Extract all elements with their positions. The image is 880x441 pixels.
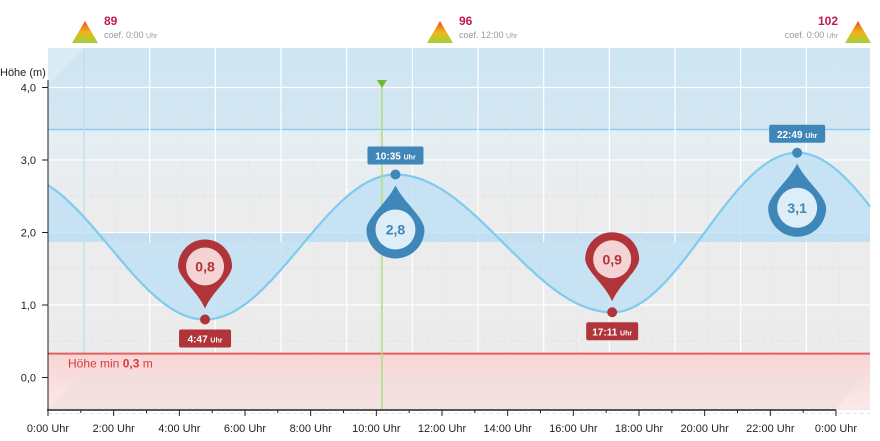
low-tide-drop-inner [593, 240, 632, 279]
coefficient-1: 89 coef. 0:00 Uhr [72, 14, 158, 43]
coefficient-3: 102 coef. 0:00 Uhr [785, 14, 871, 43]
coefficient-2: 96 coef. 12:00 Uhr [427, 14, 518, 43]
x-tick-label: 8:00 Uhr [290, 423, 333, 435]
low-tide-drop-inner [186, 247, 225, 286]
y-tick-label: 0,0 [21, 373, 36, 385]
coefficient-triangle-icon [427, 21, 453, 43]
tide-point[interactable] [607, 307, 618, 318]
high-tide-drop-inner [777, 187, 818, 228]
high-tide-time: 22:49 Uhr [777, 130, 818, 141]
floor-plane [48, 372, 870, 409]
x-tick-label: 18:00 Uhr [615, 423, 664, 435]
x-tick-label: 12:00 Uhr [418, 423, 467, 435]
low-tide-height: 0,8 [195, 259, 215, 275]
low-tide-time-badge [179, 329, 232, 348]
coefficient-label: coef. 0:00 Uhr [104, 30, 158, 40]
tide-curve [47, 151, 871, 321]
coefficient-value: 89 [104, 14, 118, 28]
x-tick-label: 20:00 Uhr [681, 423, 730, 435]
x-tick-label: 16:00 Uhr [549, 423, 598, 435]
x-tick-label: 14:00 Uhr [484, 423, 533, 435]
tide-point[interactable] [390, 169, 401, 180]
high-tide-height: 3,1 [787, 200, 807, 216]
high-tide-drop-inner [375, 209, 416, 250]
coefficient-triangle-icon [845, 21, 871, 43]
coefficients: 89 coef. 0:00 Uhr 96 coef. 12:00 Uhr 102 coef… [72, 14, 871, 43]
y-axis-title: Höhe (m) [0, 67, 46, 79]
tide-area [48, 152, 870, 320]
x-tick-label: 4:00 Uhr [158, 423, 201, 435]
coefficient-triangle-icon [72, 21, 98, 43]
coefficient-value: 102 [818, 14, 838, 28]
high-tide-marker[interactable]: 22:49 Uhr 3,1 [768, 124, 827, 237]
y-tick-label: 1,0 [21, 300, 36, 312]
y-tick-label: 4,0 [21, 83, 36, 95]
x-tick-label: 2:00 Uhr [93, 423, 136, 435]
high-tide-height: 2,8 [386, 222, 406, 238]
high-tide-time-badge [769, 124, 826, 143]
y-tick-label: 2,0 [21, 228, 36, 240]
low-tide-height: 0,9 [602, 251, 622, 267]
x-tick-label: 6:00 Uhr [224, 423, 267, 435]
reference-band [48, 48, 870, 130]
low-tide-time: 17:11 Uhr [592, 327, 632, 338]
high-tide-marker[interactable]: 10:35 Uhr 2,8 [366, 146, 425, 259]
high-tide-time-badge [367, 146, 424, 165]
coefficient-label: coef. 12:00 Uhr [459, 30, 518, 40]
x-tick-label: 22:00 Uhr [746, 423, 795, 435]
coefficient-label: coef. 0:00 Uhr [785, 30, 839, 40]
coefficient-value: 96 [459, 14, 473, 28]
x-tick-label: 0:00 Uhr [27, 423, 70, 435]
extrema-markers: 0,8 4:47 Uhr 10:35 Uhr 2,8 0,9 17:11 Uhr 22:49… [178, 124, 827, 348]
tide-point[interactable] [200, 314, 211, 325]
low-tide-time-badge [586, 322, 639, 341]
x-tick-label: 10:00 Uhr [352, 423, 401, 435]
current-time-marker[interactable] [376, 80, 387, 88]
high-tide-time: 10:35 Uhr [375, 152, 416, 163]
y-tick-label: 3,0 [21, 155, 36, 167]
min-height-label: Höhe min 0,3 m [68, 357, 153, 371]
x-tick-label: 0:00 Uhr [815, 423, 858, 435]
low-tide-marker[interactable]: 0,9 17:11 Uhr [585, 232, 640, 341]
low-tide-time: 4:47 Uhr [188, 335, 223, 346]
tide-point[interactable] [792, 147, 803, 158]
axes: 0,0 1,0 2,0 3,0 4,0 0:00 Uhr 2:00 Uhr 4:00 Uhr 6… [21, 80, 858, 435]
low-tide-marker[interactable]: 0,8 4:47 Uhr [178, 239, 233, 348]
